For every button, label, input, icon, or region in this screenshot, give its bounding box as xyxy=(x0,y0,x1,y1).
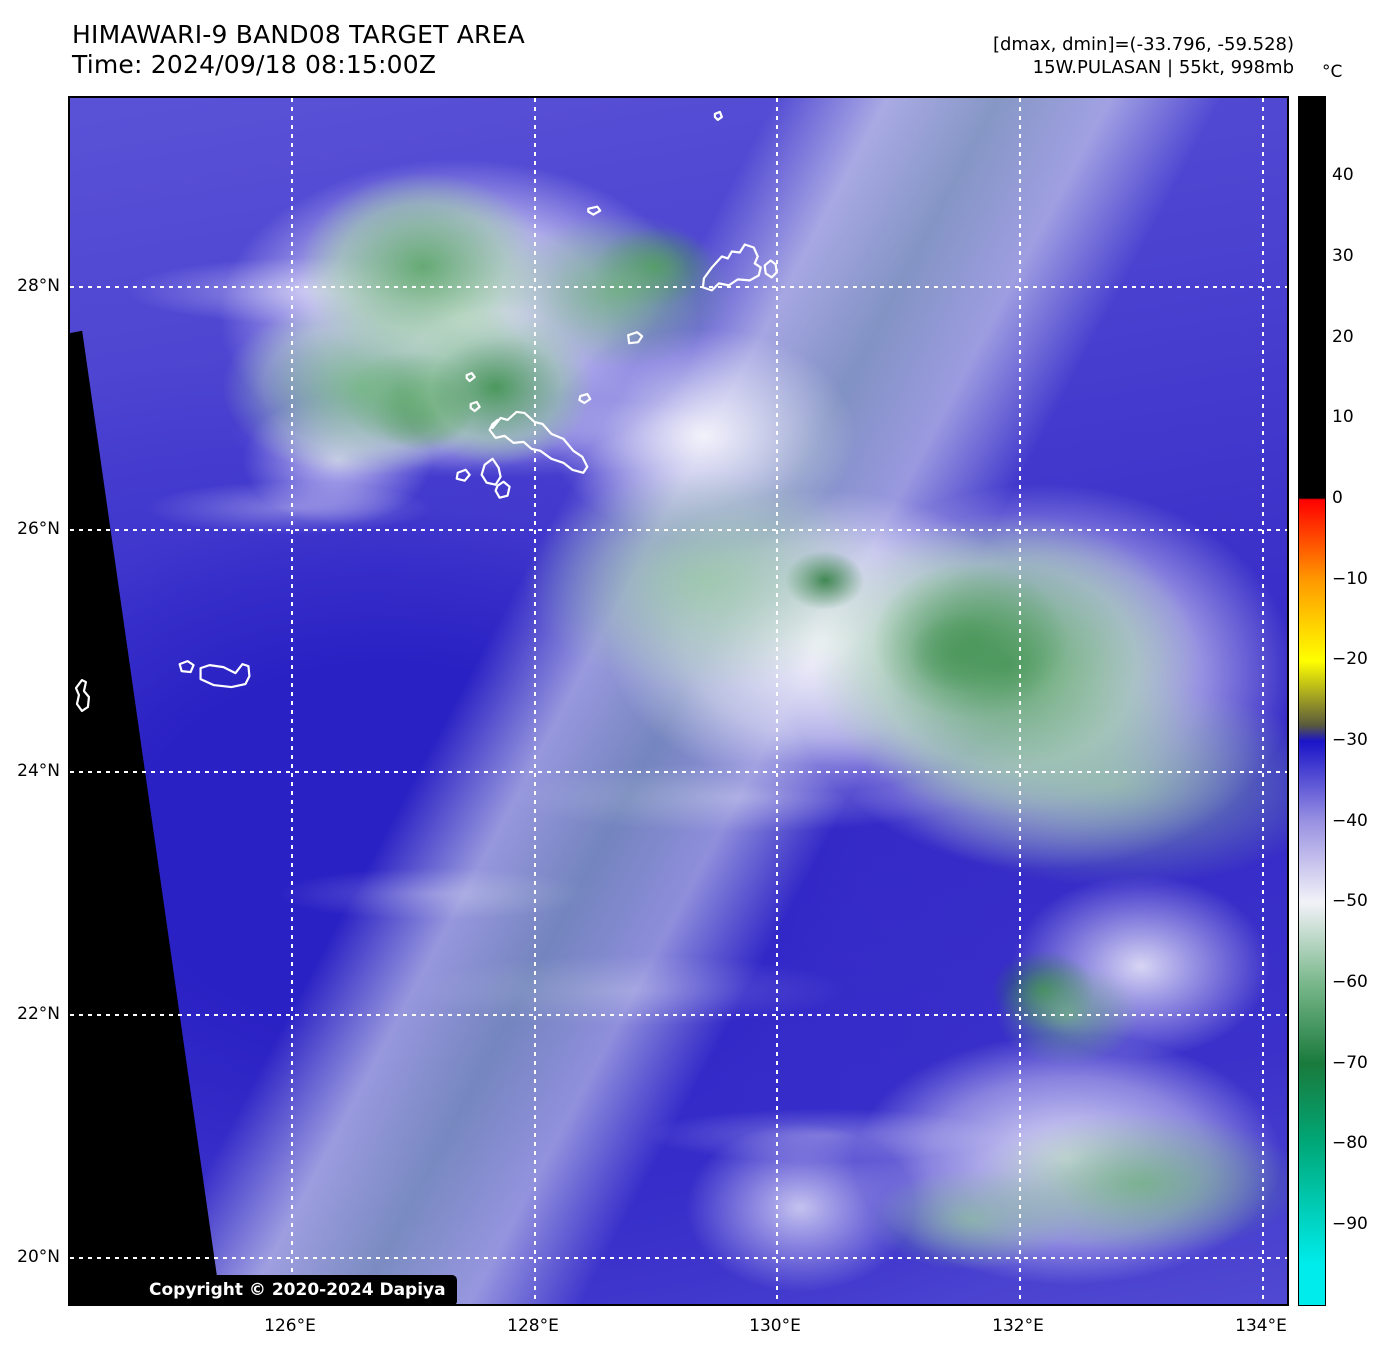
gridline-lon-126 xyxy=(291,98,293,1304)
gridline-lat-20 xyxy=(70,1257,1287,1259)
colorbar-unit-label: °C xyxy=(1322,62,1343,82)
temperature-colorbar[interactable] xyxy=(1298,96,1326,1306)
gridline-lon-128 xyxy=(534,98,536,1304)
colorbar-tick-m20: −20 xyxy=(1332,649,1368,669)
x-tick-label-3: 132°E xyxy=(992,1316,1044,1336)
gridline-lon-132 xyxy=(1019,98,1021,1304)
colorbar-tick-m80: −80 xyxy=(1332,1133,1368,1153)
colorbar-tick-m10: −10 xyxy=(1332,569,1368,589)
colorbar-tick-m40: −40 xyxy=(1332,811,1368,831)
colorbar-tick-m90: −90 xyxy=(1332,1214,1368,1234)
timestamp-text: Time: 2024/09/18 08:15:00Z xyxy=(72,50,437,79)
cold-cloud-top-layer xyxy=(70,98,1287,1304)
x-tick-label-1: 128°E xyxy=(507,1316,559,1336)
colorbar-tick-m60: −60 xyxy=(1332,972,1368,992)
x-tick-label-4: 134°E xyxy=(1235,1316,1287,1336)
colorbar-tick-0: 0 xyxy=(1332,488,1343,508)
y-tick-label-2: 24°N xyxy=(17,761,60,781)
title-text: HIMAWARI-9 BAND08 TARGET AREA xyxy=(72,20,525,49)
gridline-lon-134 xyxy=(1262,98,1264,1304)
x-tick-label-2: 130°E xyxy=(749,1316,801,1336)
y-tick-label-4: 20°N xyxy=(17,1247,60,1267)
y-tick-label-3: 22°N xyxy=(17,1004,60,1024)
colorbar-tick-20: 20 xyxy=(1332,327,1354,347)
storm-info-text: 15W.PULASAN | 55kt, 998mb xyxy=(1032,57,1294,78)
colorbar-tick-m50: −50 xyxy=(1332,891,1368,911)
colorbar-tick-m30: −30 xyxy=(1332,730,1368,750)
gridline-lat-26 xyxy=(70,529,1287,531)
colorbar-tick-10: 10 xyxy=(1332,407,1354,427)
page-title: HIMAWARI-9 BAND08 TARGET AREA Time: 2024… xyxy=(72,20,525,80)
colorbar-tick-40: 40 xyxy=(1332,165,1354,185)
metadata-block: [dmax, dmin]=(-33.796, -59.528) 15W.PULA… xyxy=(993,33,1294,79)
gridline-lat-24 xyxy=(70,771,1287,773)
gridline-lat-22 xyxy=(70,1014,1287,1016)
gridline-lon-130 xyxy=(776,98,778,1304)
y-tick-label-1: 26°N xyxy=(17,519,60,539)
y-tick-label-0: 28°N xyxy=(17,276,60,296)
data-minmax-text: [dmax, dmin]=(-33.796, -59.528) xyxy=(992,34,1294,55)
x-tick-label-0: 126°E xyxy=(264,1316,316,1336)
gridline-lat-28 xyxy=(70,286,1287,288)
satellite-image-plot[interactable]: Copyright © 2020-2024 Dapiya xyxy=(68,96,1289,1306)
colorbar-tick-30: 30 xyxy=(1332,246,1354,266)
copyright-watermark: Copyright © 2020-2024 Dapiya xyxy=(138,1275,457,1304)
colorbar-tick-m70: −70 xyxy=(1332,1053,1368,1073)
colorbar-gradient xyxy=(1299,97,1325,1305)
